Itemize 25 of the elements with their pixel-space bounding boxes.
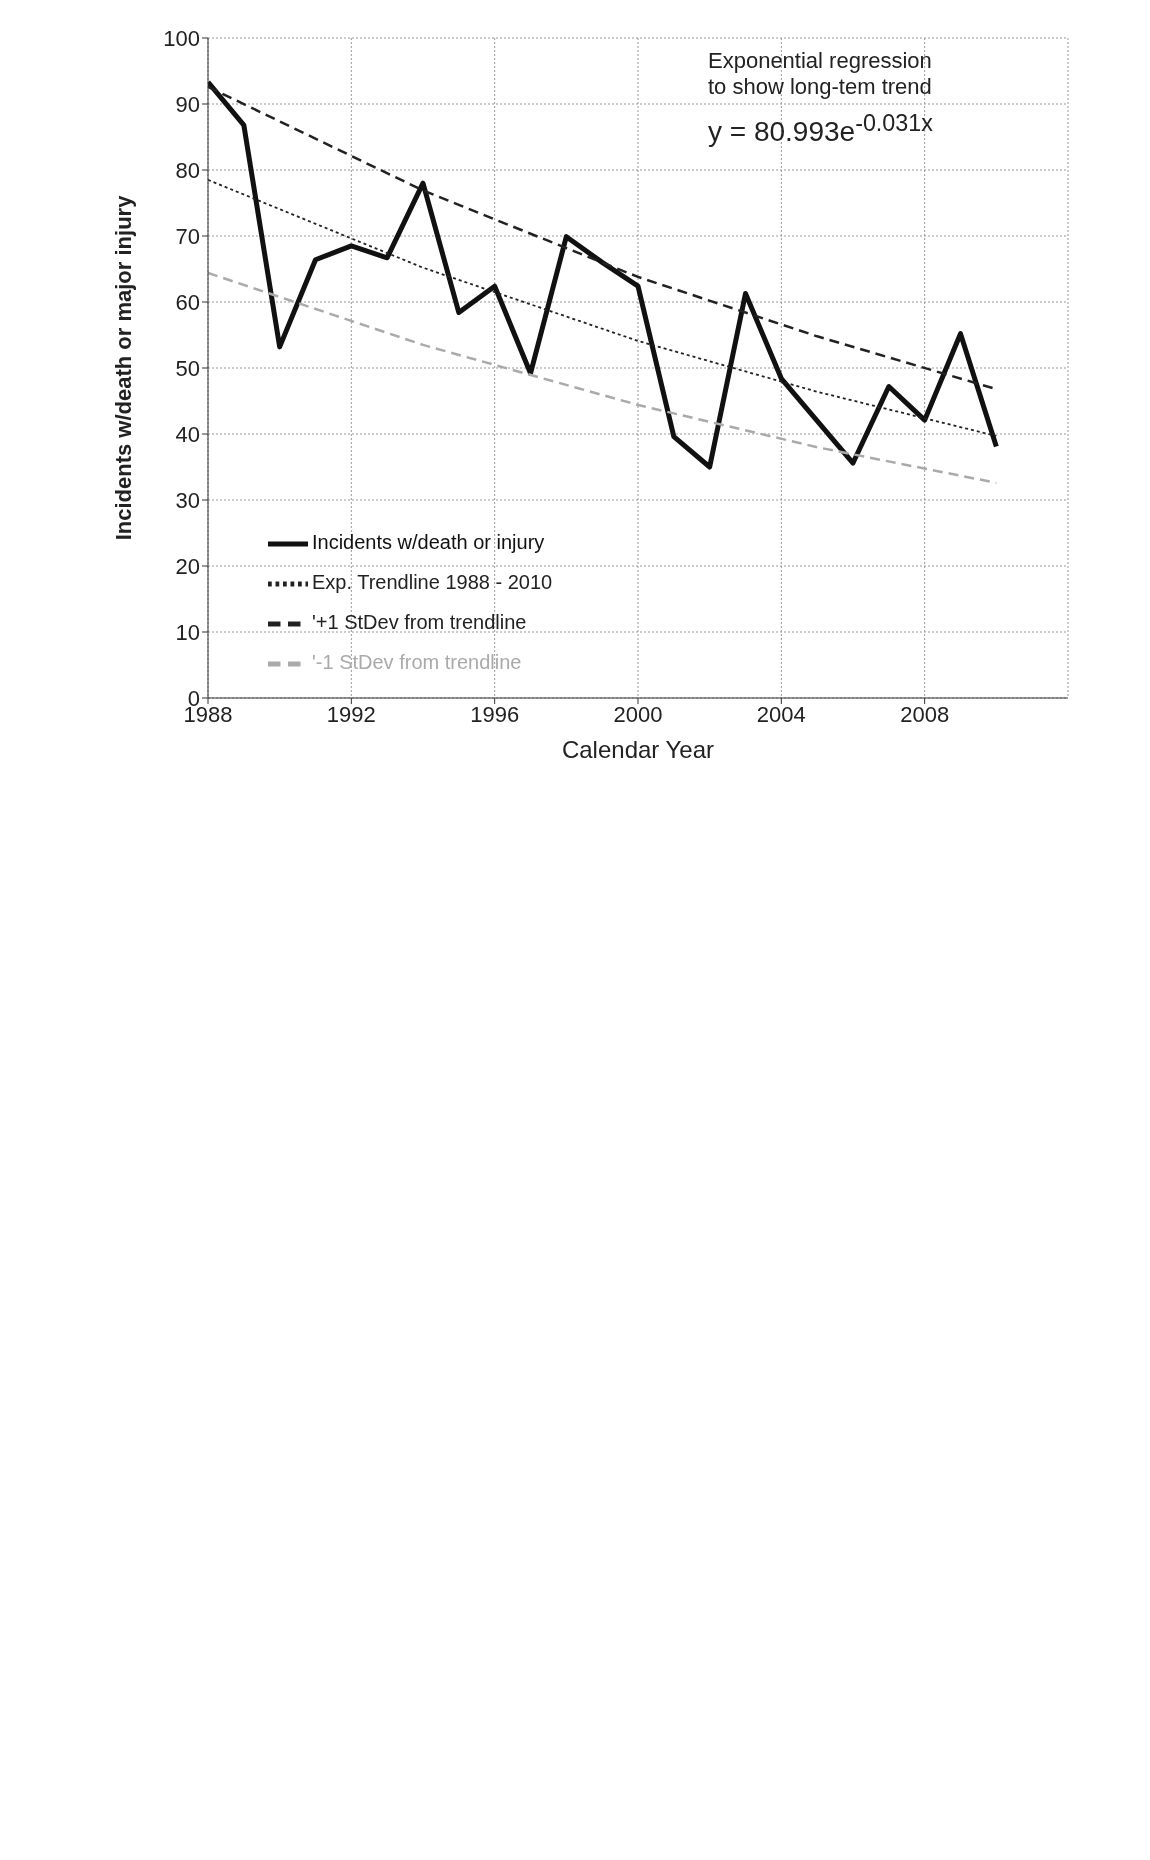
y-tick-label: 20	[175, 553, 200, 579]
legend-label: Exp. Trendline 1988 - 2010	[312, 571, 553, 594]
x-tick-label: 2004	[756, 701, 806, 727]
y-tick-label: 80	[175, 157, 200, 183]
x-tick-label: 2000	[613, 701, 663, 727]
y-tick-label: 90	[175, 91, 200, 117]
legend-label: Incidents w/death or injury	[312, 531, 545, 554]
annotation: y = 80.993e$^{-0.031x}$	[708, 110, 933, 149]
x-axis-title: Calendar Year	[561, 736, 715, 763]
y-tick-label: 100	[163, 25, 200, 51]
legend-label: '+1 StDev from trendline	[312, 611, 527, 634]
line-series	[208, 179, 998, 437]
y-axis-title: Incidents w/death or major injury	[110, 194, 136, 541]
x-tick-label: 1992	[326, 701, 376, 727]
line-series	[208, 271, 998, 485]
y-tick-label: 60	[175, 289, 200, 315]
y-tick-label: 30	[175, 487, 200, 513]
legend-label: '-1 StDev from trendline	[312, 651, 522, 674]
y-tick-label: 70	[175, 223, 200, 249]
x-tick-label: 1996	[470, 701, 520, 727]
y-tick-label: 10	[175, 619, 200, 645]
y-tick-label: 40	[175, 421, 200, 447]
annotation: Exponential regression to show long-tem trend	[708, 48, 933, 100]
y-tick-label: 50	[175, 355, 200, 381]
x-tick-label: 2008	[900, 701, 950, 727]
